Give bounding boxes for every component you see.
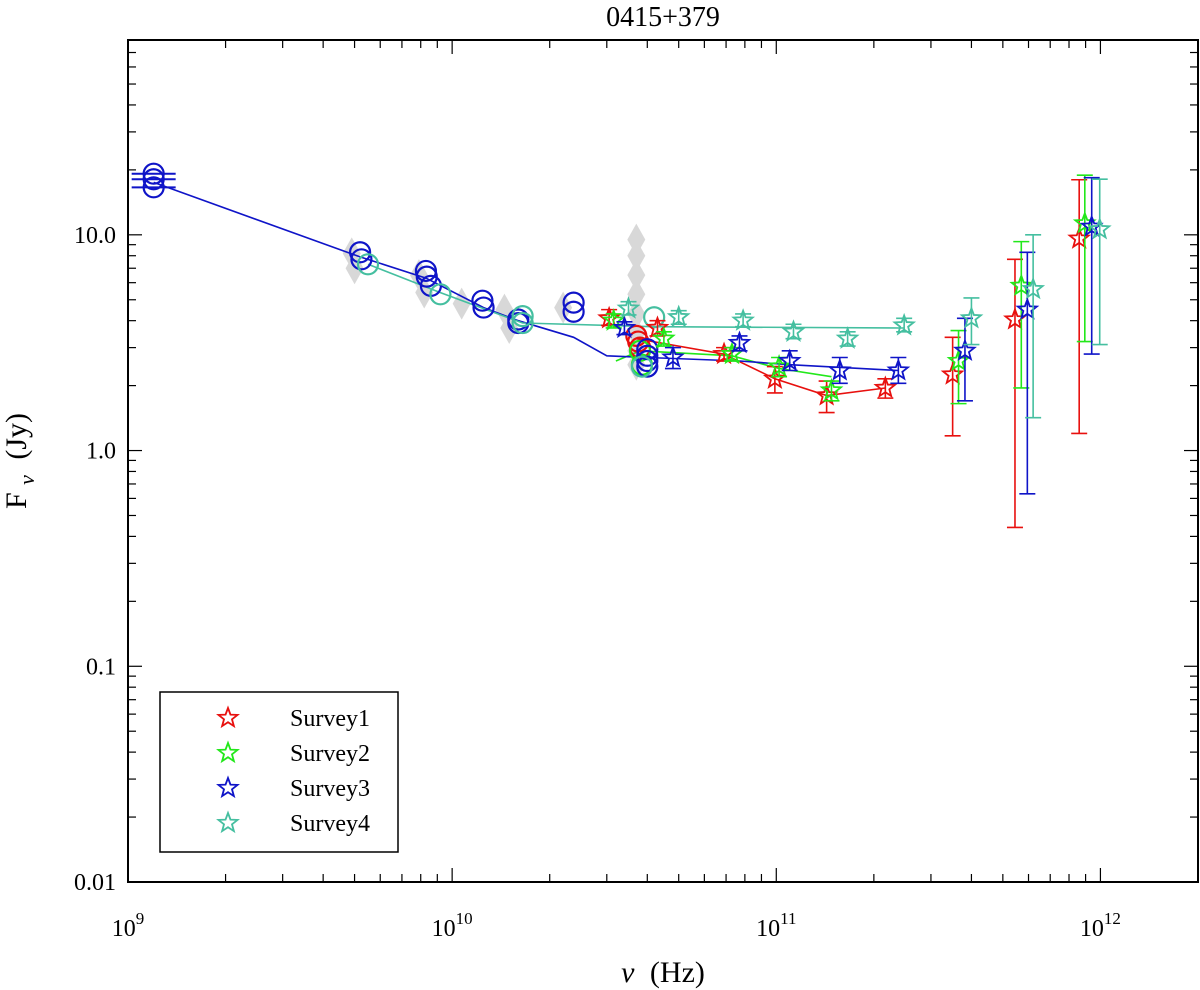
circle-point-survey3	[142, 168, 165, 191]
circle-point-survey4	[356, 253, 380, 276]
star-point-survey1	[814, 382, 839, 406]
star-point-survey4	[959, 305, 984, 329]
y-tick-label: 0.01	[74, 870, 116, 896]
legend-label-survey1: Survey1	[290, 706, 370, 732]
chart-title: 0415+379	[606, 2, 720, 33]
x-tick-label-base: 10	[756, 916, 780, 942]
star-point-survey4	[731, 308, 756, 331]
star-point-survey4	[666, 304, 691, 328]
star-point-survey3	[952, 338, 977, 361]
circle-point-survey3	[636, 349, 659, 373]
circle-point-survey3	[142, 162, 165, 185]
legend-marker-survey3	[216, 775, 240, 799]
circle-point-survey4	[429, 283, 452, 306]
star-point-survey3	[777, 348, 802, 372]
circle-point-survey4	[643, 306, 666, 329]
star-point-survey3	[1015, 297, 1040, 320]
legend-label-survey2: Survey2	[290, 741, 370, 767]
circle-point-survey3	[472, 296, 495, 319]
legend-box	[159, 691, 399, 853]
x-axis-title: ν (Hz)	[621, 956, 705, 989]
y-axis-symbol: F	[0, 492, 33, 509]
y-axis-unit: (Jy)	[0, 413, 33, 460]
archival-diamond-point	[627, 239, 646, 272]
circle-point-survey3	[350, 248, 373, 271]
legend-label-survey4: Survey4	[290, 811, 370, 837]
star-point-survey4	[616, 296, 641, 319]
x-tick-label: 1012	[1080, 909, 1121, 942]
star-point-survey2	[651, 326, 676, 349]
x-axis-unit: (Hz)	[650, 956, 705, 989]
series-line-survey3	[153, 181, 899, 372]
legend-label-survey3: Survey3	[290, 776, 370, 802]
star-point-survey4	[1087, 216, 1112, 240]
y-axis-subscript: ν	[14, 475, 39, 485]
star-point-survey3	[727, 330, 752, 354]
x-tick-label: 1010	[432, 909, 473, 942]
circle-point-survey3	[636, 344, 659, 367]
legend-marker-survey1	[216, 705, 240, 729]
plot-area	[131, 162, 1112, 529]
circle-point-survey3	[142, 176, 165, 199]
x-axis-symbol: ν	[621, 956, 635, 989]
x-tick-label-exponent: 10	[456, 909, 473, 928]
star-point-survey2	[1009, 273, 1034, 297]
y-tick-label: 0.1	[86, 654, 116, 680]
y-tick-label: 1.0	[86, 439, 116, 465]
circle-point-survey4	[511, 311, 534, 335]
x-tick-label-base: 10	[432, 916, 456, 942]
legend-marker-survey4	[216, 810, 240, 834]
x-tick-label-base: 10	[112, 916, 136, 942]
x-tick-label-exponent: 11	[780, 909, 796, 928]
star-point-survey4	[781, 319, 806, 343]
star-point-survey1	[873, 375, 898, 399]
star-point-survey4	[892, 312, 917, 336]
star-point-survey1	[940, 362, 965, 385]
archival-diamond-point	[627, 259, 646, 292]
circle-point-survey3	[471, 289, 494, 312]
x-tick-label-base: 10	[1080, 916, 1104, 942]
circle-point-survey3	[562, 300, 585, 323]
star-point-survey2	[819, 377, 844, 401]
y-axis-title: F ν (Jy)	[0, 413, 41, 509]
circle-point-survey4	[630, 355, 654, 378]
x-tick-label: 1011	[756, 909, 796, 942]
star-point-survey1	[762, 366, 787, 390]
archival-diamond-point	[554, 291, 573, 324]
x-tick-label-exponent: 12	[1104, 909, 1121, 928]
y-tick-label: 10.0	[74, 223, 116, 249]
star-point-survey3	[886, 357, 911, 381]
star-point-survey3	[827, 357, 852, 381]
archival-diamond-point	[452, 287, 471, 320]
legend-marker-survey2	[216, 740, 240, 764]
circle-point-survey4	[511, 304, 534, 328]
star-point-survey3	[661, 344, 685, 368]
x-tick-label: 109	[112, 909, 145, 942]
legend: Survey1 Survey2 Survey3 Survey4	[159, 691, 399, 853]
circle-point-survey3	[562, 291, 585, 314]
circle-point-survey3	[348, 241, 372, 264]
circle-point-survey3	[636, 355, 659, 378]
x-tick-label-exponent: 9	[136, 909, 145, 928]
star-point-survey4	[1021, 276, 1046, 300]
star-point-survey3	[612, 315, 637, 339]
archival-diamond-point	[627, 223, 646, 256]
star-point-survey4	[835, 326, 860, 349]
